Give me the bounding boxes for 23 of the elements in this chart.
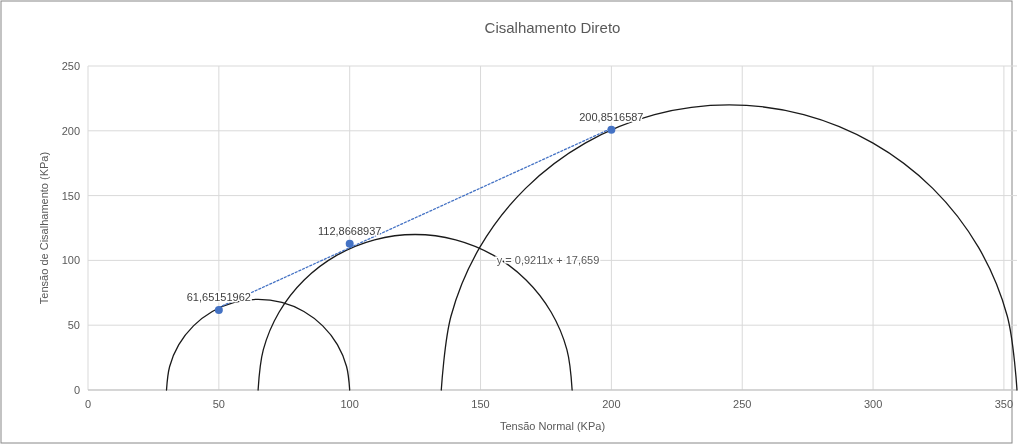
x-tick-label: 200 [602, 398, 621, 410]
x-tick-label: 0 [84, 398, 92, 410]
x-tick-label: 100 [340, 398, 359, 410]
x-tick-label: 50 [212, 398, 225, 410]
point [607, 125, 616, 134]
x-tick-label: 350 [994, 398, 1014, 410]
y-tick-label: 100 [61, 254, 80, 267]
point [214, 306, 223, 315]
x-tick-label: 250 [733, 398, 752, 410]
y-tick-label: 50 [67, 319, 80, 332]
y-tick-label: 0 [73, 384, 80, 396]
data-label: 112,8668937 [317, 224, 382, 237]
y-axis-title: Tensão de Cisalhamento (KPa) [38, 151, 50, 305]
data-label: 200,8516587 [579, 110, 644, 123]
chart-title: Cisalhamento Direto [484, 19, 621, 36]
y-tick-label: 150 [61, 189, 80, 202]
x-tick-label: 150 [471, 398, 490, 410]
point [345, 239, 354, 248]
y-tick-label: 250 [61, 60, 80, 72]
y-tick-label: 200 [61, 124, 80, 137]
x-axis-title: Tensão Normal (KPa) [499, 420, 606, 432]
x-tick-label: 300 [863, 398, 883, 410]
annotation: y = 0,9211x + 17,659 [496, 253, 600, 266]
